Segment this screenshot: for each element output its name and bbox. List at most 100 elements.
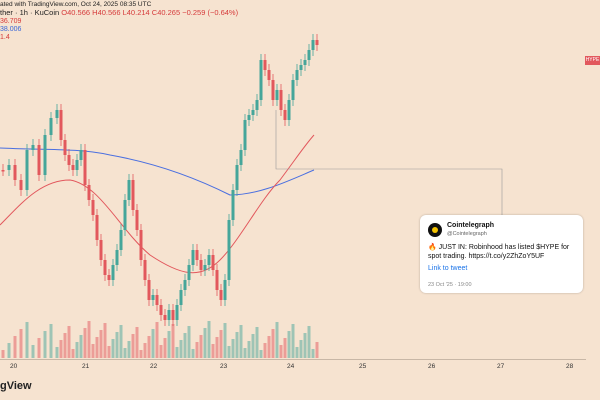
volume-bar (103, 323, 107, 358)
volume-bar (163, 338, 167, 358)
candle-body (163, 315, 167, 320)
candle-body (223, 280, 227, 300)
candle-body (59, 110, 63, 140)
volume-bar (99, 330, 103, 358)
candle-body (127, 180, 131, 200)
volume-bar (195, 342, 199, 358)
volume-bar (95, 337, 99, 358)
candle-body (143, 260, 147, 280)
candle-body (207, 255, 211, 265)
tweet-card[interactable]: Cointelegraph @Cointelegraph 🔥 JUST IN: … (420, 215, 583, 293)
volume-bar (271, 329, 275, 358)
volume-bar (267, 336, 271, 358)
candle-body (303, 60, 307, 65)
candle-body (179, 290, 183, 305)
indicator-blue-value: 38.006 (0, 26, 22, 33)
candle-body (115, 250, 119, 265)
volume-bar (183, 333, 187, 358)
volume-bar (307, 326, 311, 358)
volume-bar (119, 325, 123, 358)
indicator-red-value: 36.709 (0, 18, 22, 25)
candle-body (139, 230, 143, 260)
candle-body (307, 50, 311, 60)
annotation-connector (275, 110, 503, 215)
volume-bar (219, 330, 223, 358)
candle-body (299, 65, 303, 70)
price-tag: HYPE (585, 56, 600, 65)
candle-body (95, 215, 99, 240)
volume-bar (315, 342, 319, 358)
volume-bar (311, 349, 315, 358)
volume-bar (71, 349, 75, 358)
candle-body (243, 120, 247, 150)
candle-body (271, 80, 275, 100)
candle-body (315, 40, 319, 45)
volume-bar (167, 331, 171, 358)
symbol-info: ther · 1h · KuCoin (0, 8, 60, 17)
volume-bar (37, 338, 41, 358)
volume-bar (283, 338, 287, 358)
candle-body (135, 210, 139, 230)
volume-bar (215, 337, 219, 358)
volume-bar (179, 340, 183, 358)
candle-body (155, 295, 159, 305)
volume-bar (279, 345, 283, 358)
x-tick-25: 25 (359, 363, 367, 370)
candle-body (183, 280, 187, 290)
candle-body (1, 170, 5, 172)
tweet-timestamp: 23 Oct '25 · 19:00 (428, 282, 472, 288)
volume-bar (131, 334, 135, 358)
volume-bar (299, 340, 303, 358)
volume-bar (123, 348, 127, 358)
tweet-text: 🔥 JUST IN: Robinhood has listed $HYPE fo… (428, 244, 570, 260)
indicator-volume-value: 1.4 (0, 34, 10, 41)
candle-body (119, 230, 123, 250)
candle-body (99, 240, 103, 260)
candle-body (91, 200, 95, 215)
candle-body (187, 265, 191, 280)
volume-bar (175, 347, 179, 358)
x-tick-21: 21 (82, 363, 90, 370)
chart-attribution: ated with TradingView.com, Oct 24, 2025 … (0, 1, 152, 8)
volume-bar (247, 341, 251, 358)
ma-blue-line (0, 147, 315, 196)
volume-bar (239, 325, 243, 358)
volume-bar (303, 333, 307, 358)
volume-bar (275, 322, 279, 358)
candle-body (13, 165, 17, 180)
candle-body (151, 295, 155, 300)
candle-body (167, 310, 171, 320)
x-tick-24: 24 (287, 363, 295, 370)
volume-bar (263, 343, 267, 358)
volume-bar (7, 343, 11, 358)
candle-body (259, 60, 263, 100)
candle-body (215, 270, 219, 290)
volume-bar (115, 332, 119, 358)
candle-body (49, 118, 53, 135)
candle-body (291, 80, 295, 100)
volume-bar (49, 324, 53, 358)
volume-bar (151, 329, 155, 358)
volume-bar (227, 346, 231, 358)
volume-bar (155, 322, 159, 358)
x-tick-26: 26 (428, 363, 436, 370)
volume-bar (223, 323, 227, 358)
link-to-tweet[interactable]: Link to tweet (428, 265, 468, 272)
candle-body (191, 250, 195, 265)
volume-bar (75, 342, 79, 358)
volume-bar (111, 339, 115, 358)
candle-body (227, 220, 231, 280)
candlesticks (1, 34, 319, 326)
ohlc-values: O40.566 H40.566 L40.214 C40.265 −0.259 (… (61, 8, 239, 17)
candle-body (31, 145, 35, 150)
volume-bar (135, 327, 139, 358)
x-tick-27: 27 (497, 363, 505, 370)
candle-body (219, 290, 223, 300)
volume-bars (1, 321, 319, 358)
candle-body (247, 115, 251, 120)
tradingview-logo[interactable]: gView (0, 380, 32, 392)
candle-body (195, 250, 199, 260)
candle-body (123, 200, 127, 230)
